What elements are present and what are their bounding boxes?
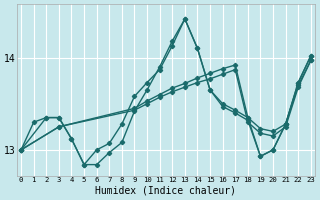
X-axis label: Humidex (Indice chaleur): Humidex (Indice chaleur) bbox=[95, 186, 236, 196]
